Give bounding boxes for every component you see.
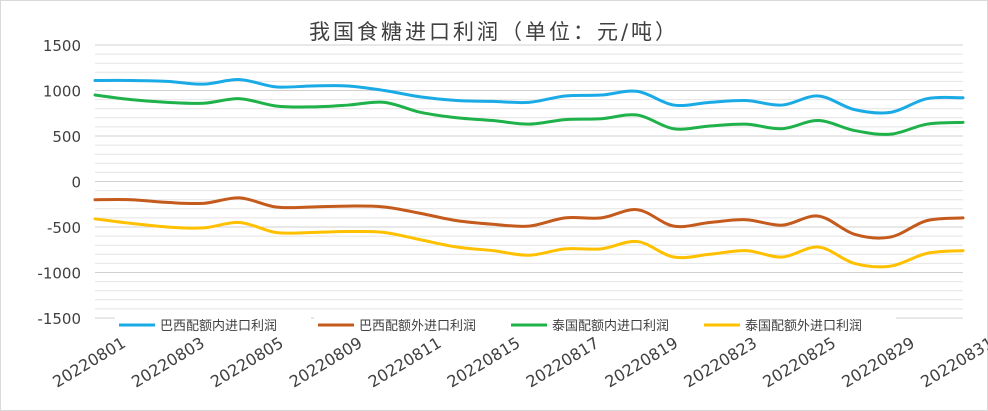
x-tick-label: 20220819 (602, 333, 682, 391)
y-tick-label: 1000 (43, 83, 81, 101)
legend-bg (507, 316, 703, 334)
x-tick-label: 20220811 (365, 333, 445, 391)
x-tick-label: 20220805 (207, 333, 287, 391)
series-line-4 (93, 217, 965, 269)
y-tick-label: -1500 (37, 310, 81, 328)
y-tick-label: 500 (52, 128, 81, 146)
series-line-2 (93, 196, 965, 240)
x-tick-label: 20220817 (523, 333, 603, 391)
chart-title: 我国食糖进口利润（单位：元/吨） (308, 20, 680, 44)
y-tick-label: -1000 (37, 265, 81, 283)
y-tick-label: 1500 (43, 37, 81, 55)
x-tick-label: 20220809 (286, 333, 366, 391)
x-tick-label: 20220829 (838, 333, 918, 391)
series-line-3 (93, 93, 965, 136)
legend-bg (115, 316, 311, 334)
legend-label-3: 泰国配额内进口利润 (552, 318, 669, 334)
legend-label-4: 泰国配额外进口利润 (745, 319, 862, 334)
x-tick-label: 20220825 (759, 333, 839, 391)
y-tick-label: -500 (47, 219, 81, 237)
legend-bg (700, 316, 896, 334)
series-line-1 (93, 78, 965, 115)
legend-label-2: 巴西配额外进口利润 (359, 319, 476, 334)
x-tick-label: 20220823 (681, 333, 761, 391)
x-tick-label: 20220801 (49, 333, 129, 391)
x-tick-label: 20220815 (444, 333, 524, 391)
y-tick-label: 0 (71, 174, 81, 192)
x-tick-label: 20220831 (917, 333, 988, 391)
legend-bg (314, 316, 510, 334)
x-tick-label: 20220803 (128, 333, 208, 391)
legend-label-1: 巴西配额内进口利润 (160, 318, 277, 334)
